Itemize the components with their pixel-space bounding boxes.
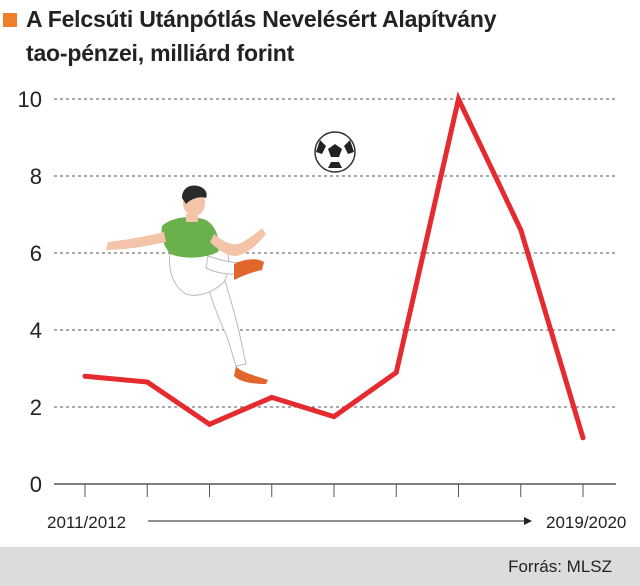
- data-point: [580, 435, 586, 441]
- data-point: [518, 227, 524, 233]
- data-point: [331, 414, 337, 420]
- chart-title-line-2: tao-pénzei, milliárd forint: [26, 40, 295, 66]
- y-tick-labels: 0 2 4 6 8 10: [18, 87, 42, 497]
- data-point: [393, 369, 399, 375]
- y-tick-label: 8: [30, 164, 42, 189]
- y-tick-label: 4: [30, 318, 42, 343]
- x-label-last: 2019/2020: [546, 513, 626, 532]
- chart-title-line-1: A Felcsúti Utánpótlás Nevelésért Alapítv…: [26, 6, 497, 32]
- source-text: Forrás: MLSZ: [508, 557, 612, 576]
- source-footer: Forrás: MLSZ: [0, 547, 640, 586]
- data-point: [456, 96, 461, 102]
- y-tick-label: 2: [30, 395, 42, 420]
- data-point: [207, 421, 212, 427]
- data-point: [82, 373, 88, 379]
- title-block: A Felcsúti Utánpótlás Nevelésért Alapítv…: [0, 2, 640, 72]
- soccer-ball-icon: [314, 131, 356, 173]
- arrow-right-icon: [524, 517, 532, 525]
- y-tick-label: 0: [30, 472, 42, 497]
- x-axis-ticks: [84, 484, 584, 497]
- title-marker-icon: [3, 13, 17, 27]
- x-axis-annotation: 2011/2012 2019/2020: [47, 513, 626, 532]
- y-tick-label: 6: [30, 241, 42, 266]
- data-points: [82, 96, 586, 441]
- y-tick-label: 10: [18, 87, 42, 112]
- x-label-first: 2011/2012: [47, 513, 126, 532]
- data-point: [269, 394, 275, 400]
- soccer-player-icon: [106, 185, 268, 384]
- data-point: [144, 379, 150, 385]
